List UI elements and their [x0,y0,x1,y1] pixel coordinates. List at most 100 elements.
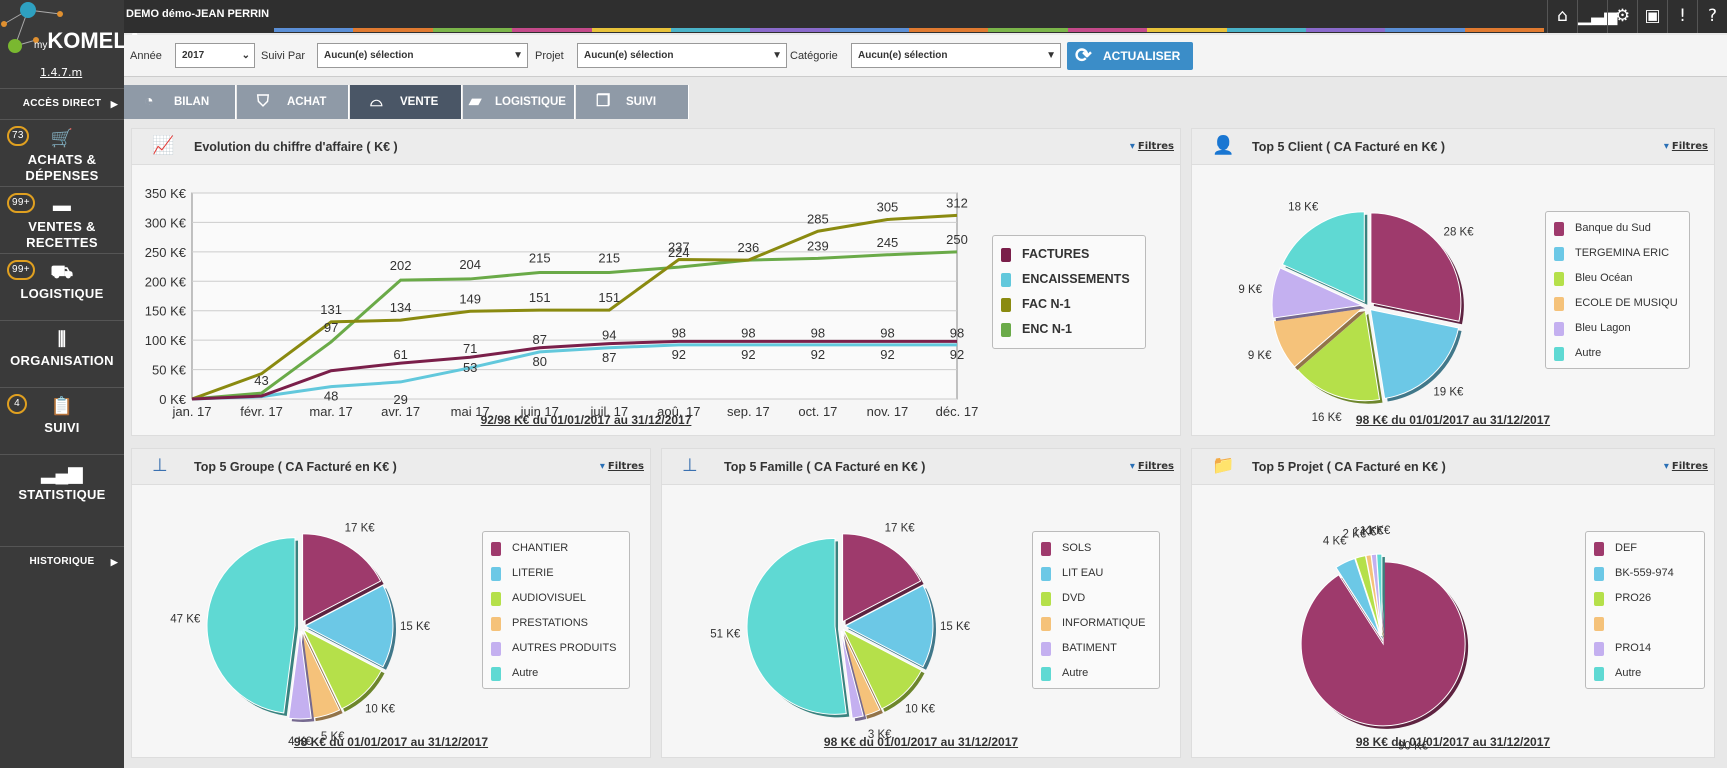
version-link[interactable]: 1.4.7.m [40,66,83,79]
sidebar-item-label: SUIVI [44,420,80,435]
pie-slice[interactable] [1335,557,1381,637]
x-tick-label: aoû. 17 [657,404,700,419]
data-label: 98 [880,325,894,340]
help-icon[interactable]: ? [1697,0,1727,33]
home-icon[interactable]: ⌂ [1547,0,1577,33]
line-chart-icon: 📈 [152,135,175,156]
x-tick-label: févr. 17 [240,404,283,419]
logo[interactable]: myKOMELA 1.4.7.m [0,0,143,88]
series-line-factures[interactable] [191,339,957,401]
pie-slice[interactable] [206,537,296,714]
legend-item[interactable]: Autre [1033,661,1159,686]
pie-slice[interactable] [746,537,847,715]
legend-item[interactable]: INFORMATIQUE [1033,611,1159,636]
legend-item[interactable]: Bleu Océan [1546,266,1689,291]
pie-slice[interactable] [302,628,383,710]
pie-slice[interactable] [1370,212,1462,322]
x-tick-label: déc. 17 [936,404,979,419]
panel-footer[interactable]: 98 K€ du 01/01/2017 au 31/12/2017 [1355,413,1551,427]
legend-item[interactable]: BK-559-974 [1586,561,1704,586]
projet-select[interactable]: Aucun(e) sélection ▼ [577,43,787,68]
suivi-select[interactable]: Aucun(e) sélection ▼ [317,43,528,68]
pie-slice[interactable] [288,630,312,720]
series-line-fac-n-1[interactable] [191,213,958,401]
legend-item[interactable]: CHANTIER [483,536,629,561]
panel-footer[interactable]: 98 K€ du 01/01/2017 au 31/12/2017 [823,735,1019,749]
pie-slice[interactable] [302,533,382,623]
sidebar-item-statistique[interactable]: ▂▄▆ STATISTIQUE [0,454,124,520]
sidebar-item-suivi[interactable]: 4 📋 SUIVI [0,387,124,453]
stats-icon[interactable]: ▁▃▅ [1577,0,1617,33]
legend-item[interactable]: ECOLE DE MUSIQU [1546,291,1689,316]
sidebar-item-ventes[interactable]: 99+ ▬ VENTES & RECETTES [0,186,124,252]
legend-item[interactable]: PRESTATIONS [483,611,629,636]
pie-slice[interactable] [1369,308,1460,400]
stripe-segment [274,28,354,32]
pie-slice[interactable] [842,533,922,623]
legend-item[interactable]: Banque du Sud [1546,216,1689,241]
legend-item[interactable]: ENCAISSEMENTS [993,267,1145,292]
legend-item[interactable]: Autre [1546,341,1689,366]
pie-slice[interactable] [1376,553,1383,637]
pie-slice[interactable] [840,630,864,719]
filtres-link[interactable]: Filtres [1130,141,1174,152]
legend-item[interactable]: ENC N-1 [993,317,1145,342]
pie-slice[interactable] [1281,211,1365,303]
actualiser-button[interactable]: ⟳ ACTUALISER [1067,42,1193,70]
pie-slice[interactable] [303,584,394,668]
gear-icon[interactable]: ⚙ [1607,0,1637,33]
filtres-link[interactable]: Filtres [600,461,644,472]
legend-item[interactable]: LITERIE [483,561,629,586]
legend-item[interactable]: FAC N-1 [993,292,1145,317]
series-line-enc-n-1[interactable] [191,250,958,401]
legend-item[interactable]: DEF [1586,536,1704,561]
sidebar-item-logistique[interactable]: 99+ ⛟ LOGISTIQUE [0,253,124,319]
legend-item[interactable]: Bleu Lagon [1546,316,1689,341]
legend-item[interactable]: DVD [1033,586,1159,611]
legend-item[interactable]: PRO26 [1586,586,1704,611]
legend-item[interactable]: Autre [483,661,629,686]
categorie-select[interactable]: Aucun(e) sélection ▼ [851,43,1061,68]
panel-footer[interactable]: 98 K€ du 01/01/2017 au 31/12/2017 [293,735,489,749]
panel-footer[interactable]: 92/98 K€ du 01/01/2017 au 31/12/2017 [480,413,692,427]
legend-item[interactable]: PRO14 [1586,636,1704,661]
filtres-link[interactable]: Filtres [1664,141,1708,152]
legend-label: LIT EAU [1062,567,1104,579]
sidebar-acces-direct[interactable]: ACCÈS DIRECT ▶ [0,88,124,118]
pie-slice[interactable] [1271,267,1364,319]
legend-item[interactable]: SOLS [1033,536,1159,561]
legend-item[interactable]: TERGEMINA ERIC [1546,241,1689,266]
panel-footer[interactable]: 98 K€ du 01/01/2017 au 31/12/2017 [1355,735,1551,749]
panel-title: Top 5 Client ( CA Facturé en K€ ) [1252,140,1446,154]
pie-slice[interactable] [1296,309,1381,402]
sidebar-item-achats[interactable]: 73 🛒 ACHATS & DÉPENSES [0,119,124,185]
series-line-encaissements[interactable] [191,343,957,401]
pie-slice[interactable] [842,628,923,710]
legend-item[interactable]: LIT EAU [1033,561,1159,586]
tab-vente[interactable]: ⌓ VENTE [350,85,462,119]
pie-slice[interactable] [1272,307,1365,368]
sidebar-item-label: DÉPENSES [25,168,99,183]
id-card-icon[interactable]: ▣ [1637,0,1667,33]
legend-item[interactable]: AUDIOVISUEL [483,586,629,611]
legend-item[interactable]: BATIMENT [1033,636,1159,661]
pie-slice[interactable] [1300,561,1466,727]
legend-item[interactable]: Autre [1586,661,1704,686]
annee-select[interactable]: 2017 ⌄ [175,43,255,68]
legend-item[interactable]: AUTRES PRODUITS [483,636,629,661]
filtres-link[interactable]: Filtres [1664,461,1708,472]
sidebar-item-organisation[interactable]: ⫼ ORGANISATION [0,320,124,386]
alert-icon[interactable]: ! [1667,0,1697,33]
slice-label: 17 K€ [345,523,376,535]
data-label: 87 [532,332,546,347]
panel-groupe: ⊥ Top 5 Groupe ( CA Facturé en K€ ) Filtre… [131,448,651,758]
tab-bilan[interactable]: ◔ BILAN [124,85,236,119]
tab-logistique[interactable]: ▰ LOGISTIQUE [463,85,575,119]
legend-item[interactable]: FACTURES [993,242,1145,267]
sidebar-historique[interactable]: HISTORIQUE ▶ [0,546,124,576]
legend-item[interactable] [1586,611,1704,636]
filtres-link[interactable]: Filtres [1130,461,1174,472]
tab-achat[interactable]: ⛉ ACHAT [237,85,349,119]
pie-slice[interactable] [843,584,934,668]
tab-suivi[interactable]: ❐ SUIVI [576,85,689,119]
